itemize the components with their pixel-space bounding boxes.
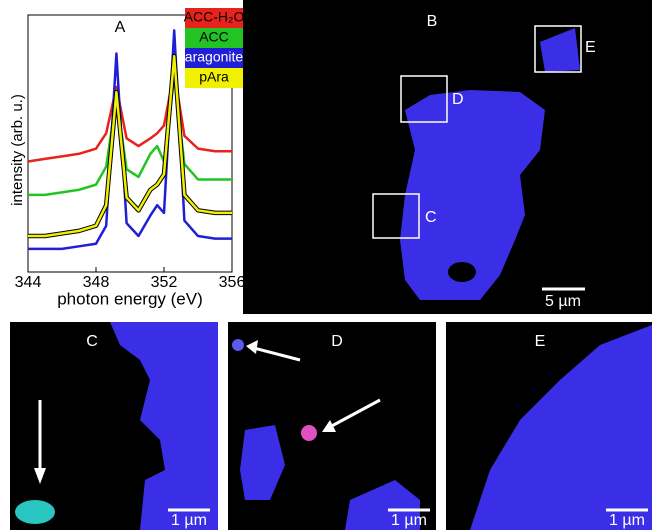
legend-label: pAra (199, 69, 229, 85)
panel-label: B (427, 13, 438, 30)
scale-label: 5 µm (545, 293, 581, 310)
panel-label: E (535, 333, 546, 350)
arrowhead (246, 340, 258, 354)
inset-box (400, 75, 448, 123)
scale-label: 1 µm (609, 512, 645, 529)
x-tick-label: 348 (83, 274, 110, 291)
legend-label: aragonite (185, 49, 244, 65)
series-line (28, 75, 232, 197)
grain (110, 322, 218, 530)
legend-swatch (185, 8, 243, 28)
box-label: C (425, 209, 437, 226)
inset-box (534, 25, 582, 73)
x-tick-label: 356 (219, 274, 246, 291)
grain (15, 500, 55, 524)
arrow (327, 398, 381, 430)
legend-swatch (185, 28, 243, 48)
grain (232, 339, 244, 351)
hole (448, 262, 476, 282)
series-line (28, 29, 232, 251)
legend-label: ACC (199, 29, 229, 45)
grain (240, 425, 285, 500)
arrowhead (322, 420, 336, 432)
series-line (28, 54, 232, 238)
y-axis-label: intensity (arb. u.) (9, 94, 26, 206)
panel-label: D (331, 333, 343, 350)
grain (540, 28, 580, 72)
x-tick-label: 352 (151, 274, 178, 291)
panel-label: C (86, 333, 98, 350)
grain (345, 480, 420, 530)
x-tick-label: 344 (15, 274, 42, 291)
arrowhead (34, 468, 46, 484)
chart-title: A (115, 19, 126, 36)
grain (470, 325, 652, 530)
box-label: E (585, 39, 596, 56)
legend-swatch (185, 48, 243, 68)
legend-swatch (185, 68, 243, 88)
scale-label: 1 µm (171, 512, 207, 529)
grain (301, 425, 317, 441)
x-axis-label: photon energy (eV) (57, 289, 203, 308)
inset-box (372, 193, 420, 239)
scale-label: 1 µm (391, 512, 427, 529)
legend-label: ACC-H₂O (184, 9, 245, 25)
grain (400, 90, 545, 300)
series-line (27, 70, 232, 163)
box-label: D (452, 91, 464, 108)
arrow (249, 345, 301, 362)
